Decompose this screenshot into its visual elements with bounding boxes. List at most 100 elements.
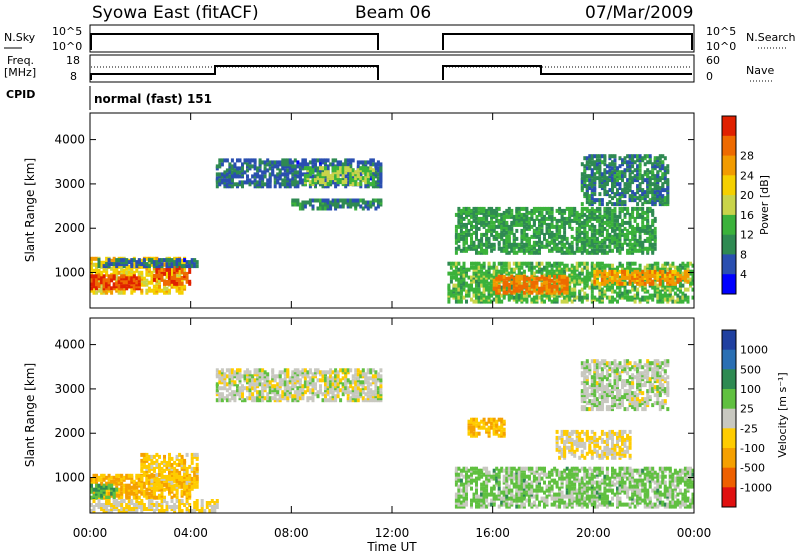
heatmap-cell [117,284,121,289]
heatmap-cell [648,198,652,203]
heatmap-cell [449,265,453,270]
heatmap-cell [371,158,375,163]
heatmap-cell [580,250,584,255]
nsearch-tick-high: 10^5 [706,25,736,38]
heatmap-cell [580,277,584,282]
heatmap-cell [658,176,662,181]
heatmap-cell [344,198,348,203]
heatmap-cell [487,220,491,225]
heatmap-cell [661,293,665,298]
heatmap-cell [623,226,627,231]
heatmap-cell [366,180,370,185]
heatmap-cell [127,483,131,488]
heatmap-cell [145,464,149,469]
heatmap-cell [293,198,297,203]
heatmap-cell [628,164,632,169]
heatmap-cell [593,269,597,274]
heatmap-cell [339,198,343,203]
heatmap-cell [236,182,239,187]
heatmap-cell [565,216,569,221]
heatmap-cell [482,212,486,217]
heatmap-cell [565,299,569,304]
heatmap-cell [122,483,126,488]
heatmap-cell [341,180,345,185]
heatmap-cell [152,473,156,478]
heatmap-cell [485,208,489,213]
heatmap-cell [308,160,312,165]
heatmap-cell [502,261,506,266]
heatmap-cell [500,216,504,221]
heatmap-cell [218,386,222,391]
heatmap-cell [507,214,511,219]
heatmap-cell [548,222,551,227]
heatmap-cell [135,495,139,500]
heatmap-cell [122,499,126,503]
heatmap-cell [180,509,184,513]
heatmap-cell [215,368,219,373]
heatmap-cell [565,293,569,298]
heatmap-cell [470,297,473,302]
heatmap-cell [618,289,622,294]
heatmap-cell [475,283,478,288]
heatmap-cell [651,162,655,167]
heatmap-cell [603,226,607,231]
heatmap-cell [147,286,151,291]
heatmap-cell [631,236,635,241]
heatmap-cell [130,262,134,267]
heatmap-cell [570,218,574,223]
heatmap-cell [507,288,511,293]
heatmap-cell [480,283,484,288]
heatmap-cell [553,232,557,237]
heatmap-cell [671,295,675,300]
heatmap-cell [170,262,174,267]
heatmap-cell [150,499,154,503]
heatmap-cell [613,206,617,211]
heatmap-cell [371,176,375,181]
heatmap-cell [636,269,640,274]
heatmap-cell [344,166,348,171]
velocity-heatmap-cells [90,359,695,513]
heatmap-cell [628,160,632,165]
heatmap-cell [510,277,514,282]
heatmap-cell [585,271,589,276]
heatmap-cell [633,192,637,197]
heatmap-cell [308,170,312,175]
heatmap-cell [263,166,267,171]
heatmap-cell [633,293,637,298]
heatmap-cell [545,280,549,285]
heatmap-cell [570,263,574,268]
heatmap-cell [334,198,338,203]
heatmap-cell [288,182,292,187]
heatmap-cell [646,214,650,219]
heatmap-cell [535,214,539,219]
heatmap-cell [462,216,466,221]
heatmap-cell [321,198,325,203]
heatmap-cell [163,495,166,500]
heatmap-cell [107,286,111,291]
heatmap-cell [175,505,179,509]
heatmap-cell [105,475,109,480]
heatmap-cell [621,263,624,268]
heatmap-cell [555,291,559,296]
heatmap-cell [603,154,607,159]
heatmap-cell [374,162,378,167]
heatmap-cell [173,483,177,488]
heatmap-cell [105,262,109,267]
heatmap-cell [341,176,345,181]
heatmap-cell [470,275,473,280]
heatmap-cell [653,196,657,201]
heatmap-cell [626,289,630,294]
heatmap-cell [472,287,476,292]
heatmap-cell [676,271,680,276]
heatmap-cell [505,280,509,285]
heatmap-cell [130,258,134,263]
heatmap-cell [228,386,232,391]
heatmap-cell [530,244,534,249]
heatmap-cell [213,505,217,509]
heatmap-cell [230,374,234,379]
heatmap-cell [127,276,131,281]
heatmap-cell [598,192,602,197]
heatmap-cell [510,226,514,231]
heatmap-cell [663,261,667,266]
heatmap-cell [653,265,657,270]
